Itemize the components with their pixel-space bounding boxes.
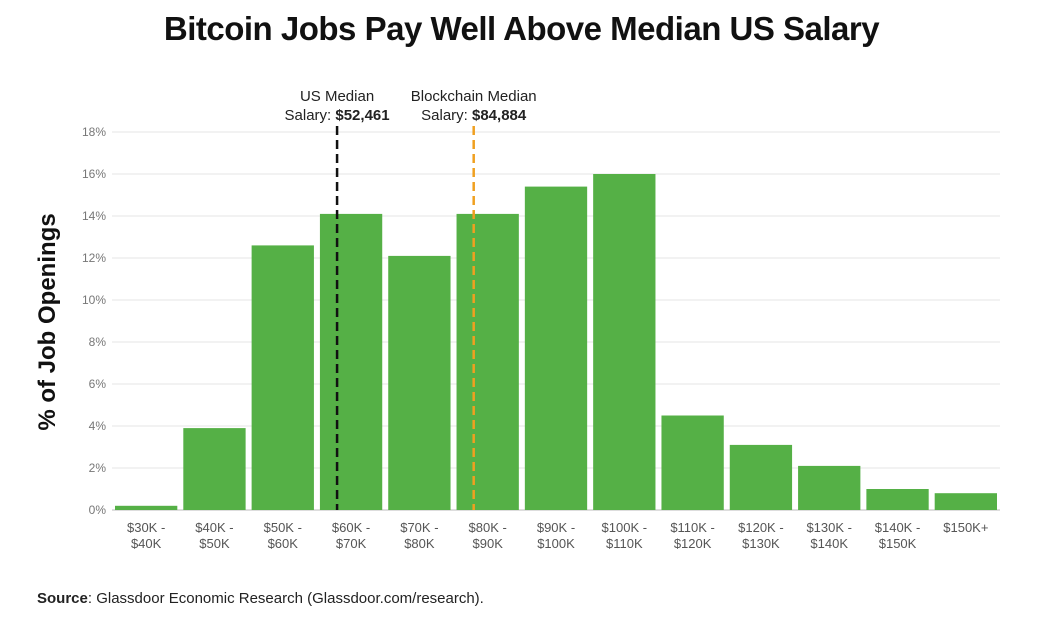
bar <box>388 255 451 510</box>
bar <box>251 245 314 510</box>
y-tick-label: 2% <box>89 461 107 475</box>
bar <box>866 489 929 510</box>
y-tick-label: 10% <box>82 293 106 307</box>
x-tick-label: $30K -$40K <box>127 520 165 551</box>
bar <box>183 428 246 510</box>
x-tick-label: $50K -$60K <box>264 520 302 551</box>
x-tick-label: $110K -$120K <box>670 520 715 551</box>
x-tick-label: $80K -$90K <box>469 520 507 551</box>
y-tick-label: 16% <box>82 167 106 181</box>
source-note: Source: Glassdoor Economic Research (Gla… <box>37 590 484 607</box>
bar <box>798 465 861 510</box>
source-text: : Glassdoor Economic Research (Glassdoor… <box>87 590 484 607</box>
bar <box>319 213 383 510</box>
bar <box>661 415 724 510</box>
x-tick-label: $70K -$80K <box>400 520 438 551</box>
x-tick-label: $60K -$70K <box>332 520 370 551</box>
bar <box>524 186 588 510</box>
bar <box>456 213 519 510</box>
chart-title: Bitcoin Jobs Pay Well Above Median US Sa… <box>163 10 880 47</box>
y-axis-label: % of Job Openings <box>34 213 61 430</box>
y-tick-label: 14% <box>82 209 106 223</box>
x-tick-label: $140K -$150K <box>875 520 921 551</box>
median-annotation-title: US Median <box>300 88 374 105</box>
y-tick-label: 8% <box>89 335 107 349</box>
y-tick-label: 12% <box>82 251 106 265</box>
bar <box>115 505 178 510</box>
median-annotation-value: Salary: $52,461 <box>285 107 390 124</box>
x-tick-label: $100K -$110K <box>602 520 648 551</box>
median-annotation-value: Salary: $84,884 <box>421 107 527 124</box>
y-tick-label: 4% <box>89 419 107 433</box>
median-annotation-title: Blockchain Median <box>411 88 537 105</box>
x-tick-label: $150K+ <box>943 520 988 535</box>
x-tick-label: $90K -$100K <box>537 520 575 551</box>
y-tick-label: 0% <box>89 503 107 517</box>
x-tick-label: $130K -$140K <box>806 520 852 551</box>
bar <box>934 493 997 510</box>
y-tick-label: 18% <box>82 125 106 139</box>
bar <box>593 174 656 510</box>
x-tick-label: $120K -$130K <box>738 520 784 551</box>
bar <box>729 444 793 510</box>
x-tick-label: $40K -$50K <box>195 520 233 551</box>
source-label: Source <box>37 590 88 607</box>
y-tick-label: 6% <box>89 377 107 391</box>
